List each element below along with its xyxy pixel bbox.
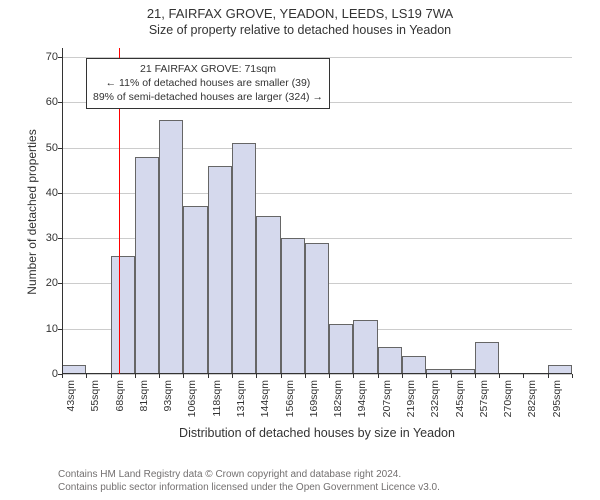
y-tick-label: 10 — [32, 323, 58, 335]
x-tick-mark — [111, 374, 112, 378]
x-tick-label: 68sqm — [114, 380, 126, 412]
x-tick-mark — [451, 374, 452, 378]
x-tick-mark — [232, 374, 233, 378]
x-tick-label: 182sqm — [332, 380, 344, 417]
chart-subtitle: Size of property relative to detached ho… — [0, 21, 600, 37]
x-tick-label: 207sqm — [381, 380, 393, 417]
histogram-bar — [208, 166, 232, 374]
histogram-bar — [305, 243, 329, 374]
x-tick-label: 93sqm — [162, 380, 174, 412]
chart-container: 21, FAIRFAX GROVE, YEADON, LEEDS, LS19 7… — [0, 0, 600, 500]
histogram-bar — [475, 342, 499, 374]
grid-line — [62, 374, 572, 375]
y-tick-label: 40 — [32, 187, 58, 199]
histogram-bar — [111, 256, 135, 374]
annotation-line: 21 FAIRFAX GROVE: 71sqm — [93, 62, 323, 76]
x-tick-label: 118sqm — [211, 380, 223, 417]
x-tick-mark — [499, 374, 500, 378]
footer-line-1: Contains HM Land Registry data © Crown c… — [58, 468, 440, 481]
x-tick-label: 43sqm — [65, 380, 77, 412]
x-tick-label: 131sqm — [235, 380, 247, 417]
x-tick-mark — [159, 374, 160, 378]
x-tick-mark — [523, 374, 524, 378]
x-tick-mark — [62, 374, 63, 378]
x-tick-mark — [475, 374, 476, 378]
y-tick-label: 50 — [32, 142, 58, 154]
grid-line — [62, 148, 572, 149]
x-tick-mark — [572, 374, 573, 378]
x-tick-label: 55sqm — [89, 380, 101, 412]
x-tick-mark — [281, 374, 282, 378]
annotation-line: ← 11% of detached houses are smaller (39… — [93, 76, 323, 90]
y-tick-label: 30 — [32, 232, 58, 244]
y-axis — [62, 48, 63, 374]
x-tick-mark — [305, 374, 306, 378]
histogram-bar — [378, 347, 402, 374]
x-tick-mark — [135, 374, 136, 378]
x-tick-label: 144sqm — [259, 380, 271, 417]
histogram-bar — [329, 324, 353, 374]
x-tick-label: 270sqm — [502, 380, 514, 417]
y-tick-label: 70 — [32, 51, 58, 63]
x-axis-label: Distribution of detached houses by size … — [62, 426, 572, 440]
annotation-box: 21 FAIRFAX GROVE: 71sqm← 11% of detached… — [86, 58, 330, 109]
footer-attribution: Contains HM Land Registry data © Crown c… — [58, 468, 440, 494]
x-tick-mark — [329, 374, 330, 378]
y-tick-label: 60 — [32, 96, 58, 108]
x-tick-label: 257sqm — [478, 380, 490, 417]
x-tick-mark — [256, 374, 257, 378]
chart-title: 21, FAIRFAX GROVE, YEADON, LEEDS, LS19 7… — [0, 0, 600, 21]
x-tick-label: 245sqm — [454, 380, 466, 417]
histogram-bar — [135, 157, 159, 374]
histogram-bar — [402, 356, 426, 374]
x-tick-mark — [183, 374, 184, 378]
x-tick-mark — [86, 374, 87, 378]
x-tick-label: 106sqm — [186, 380, 198, 417]
x-tick-label: 194sqm — [356, 380, 368, 417]
x-tick-label: 219sqm — [405, 380, 417, 417]
x-tick-mark — [426, 374, 427, 378]
x-tick-label: 232sqm — [429, 380, 441, 417]
histogram-bar — [281, 238, 305, 374]
annotation-line: 89% of semi-detached houses are larger (… — [93, 90, 323, 104]
y-tick-label: 20 — [32, 277, 58, 289]
histogram-bar — [183, 206, 207, 374]
histogram-bar — [159, 120, 183, 374]
x-tick-label: 282sqm — [526, 380, 538, 417]
x-tick-label: 156sqm — [284, 380, 296, 417]
footer-line-2: Contains public sector information licen… — [58, 481, 440, 494]
x-tick-mark — [208, 374, 209, 378]
histogram-bar — [353, 320, 377, 374]
x-tick-mark — [353, 374, 354, 378]
x-tick-label: 169sqm — [308, 380, 320, 417]
x-tick-label: 81sqm — [138, 380, 150, 412]
histogram-bar — [256, 216, 280, 374]
y-tick-label: 0 — [32, 368, 58, 380]
x-tick-mark — [378, 374, 379, 378]
x-tick-label: 295sqm — [551, 380, 563, 417]
x-tick-mark — [402, 374, 403, 378]
x-axis — [62, 373, 572, 374]
histogram-bar — [232, 143, 256, 374]
x-tick-mark — [548, 374, 549, 378]
